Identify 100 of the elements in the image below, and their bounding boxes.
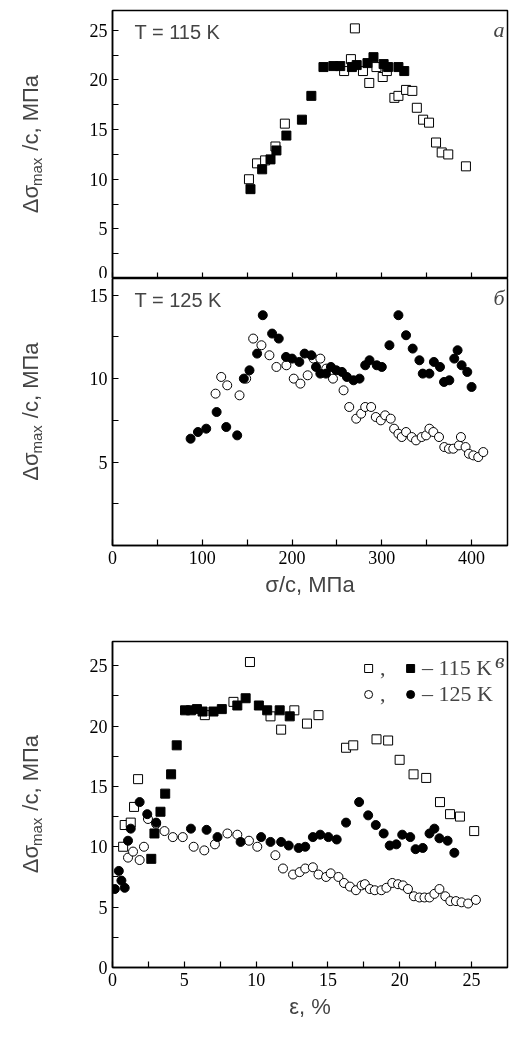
legend-label: ,: [380, 655, 387, 681]
point: [177, 832, 188, 843]
point: [383, 735, 394, 746]
point: [201, 824, 212, 835]
point: [431, 137, 442, 148]
point: [119, 882, 130, 893]
point: [159, 826, 170, 837]
point: [434, 432, 444, 443]
point: [232, 700, 243, 711]
point: [385, 413, 396, 424]
y-tick-label: 10: [89, 169, 108, 190]
point: [232, 430, 243, 441]
point: [253, 700, 264, 711]
point: [428, 356, 439, 367]
point: [378, 828, 389, 839]
point: [370, 820, 381, 831]
point: [338, 385, 349, 396]
point: [133, 774, 144, 785]
point: [222, 828, 233, 839]
point: [399, 66, 410, 77]
point: [185, 433, 196, 444]
point: [307, 832, 318, 843]
point: [315, 829, 326, 840]
point: [252, 841, 263, 852]
y-tick-label: 5: [98, 219, 108, 240]
legend-label: – 125 K: [422, 681, 493, 707]
point: [125, 823, 136, 834]
y-tick-label: 25: [89, 20, 108, 41]
x-tick-label: 20: [390, 969, 409, 990]
point: [315, 353, 326, 364]
point: [344, 402, 355, 412]
point: [257, 164, 268, 175]
point: [296, 114, 307, 125]
annotation: в: [494, 647, 505, 673]
point: [434, 797, 445, 808]
point: [455, 432, 466, 443]
point: [313, 710, 324, 721]
point: [368, 52, 379, 63]
x-tick-label: 25: [462, 969, 481, 990]
point: [407, 343, 418, 354]
point: [445, 809, 456, 820]
point: [116, 875, 127, 886]
point: [274, 705, 285, 716]
point: [449, 353, 460, 364]
point: [188, 841, 199, 852]
point: [325, 868, 336, 879]
point: [408, 769, 419, 780]
point: [462, 366, 473, 377]
point: [456, 360, 467, 371]
point: [276, 836, 287, 847]
point: [417, 842, 428, 853]
point: [216, 704, 227, 715]
point: [245, 184, 256, 195]
point: [452, 345, 463, 356]
x-tick-label: 100: [188, 547, 216, 568]
point: [284, 711, 295, 722]
point: [134, 855, 145, 866]
point: [407, 85, 418, 96]
point: [341, 817, 352, 828]
point: [402, 884, 413, 895]
point: [306, 90, 317, 101]
legend-label: ,: [380, 681, 387, 707]
point: [391, 839, 402, 850]
point: [307, 862, 318, 873]
point: [364, 77, 375, 88]
x-tick-label: 400: [458, 547, 486, 568]
point: [128, 846, 139, 857]
y-axis-title: Δσmax /c, МПа: [18, 74, 45, 214]
point: [252, 348, 263, 359]
point: [301, 718, 312, 729]
point: [288, 373, 299, 384]
point: [323, 832, 334, 843]
y-tick-label: 5: [98, 897, 108, 918]
point: [234, 390, 245, 401]
point: [256, 832, 267, 843]
x-tick-label: 200: [278, 547, 306, 568]
point: [366, 402, 377, 412]
point: [271, 145, 282, 156]
annotation: T = 125 K: [134, 288, 223, 311]
point: [262, 705, 273, 716]
point: [142, 809, 153, 820]
point: [421, 772, 432, 783]
point: [449, 847, 460, 858]
point: [454, 811, 465, 822]
point: [192, 427, 203, 438]
point: [134, 797, 145, 808]
point: [443, 149, 454, 160]
point: [264, 350, 275, 361]
x-tick-label: 10: [247, 969, 266, 990]
point: [424, 117, 435, 128]
point: [256, 340, 267, 351]
point: [167, 832, 178, 843]
point: [257, 310, 268, 321]
point: [349, 23, 360, 34]
point: [113, 865, 124, 876]
point: [434, 833, 445, 844]
point: [281, 130, 292, 141]
legend-label: – 115 K: [422, 655, 493, 681]
point: [244, 365, 255, 376]
point: [460, 161, 471, 172]
